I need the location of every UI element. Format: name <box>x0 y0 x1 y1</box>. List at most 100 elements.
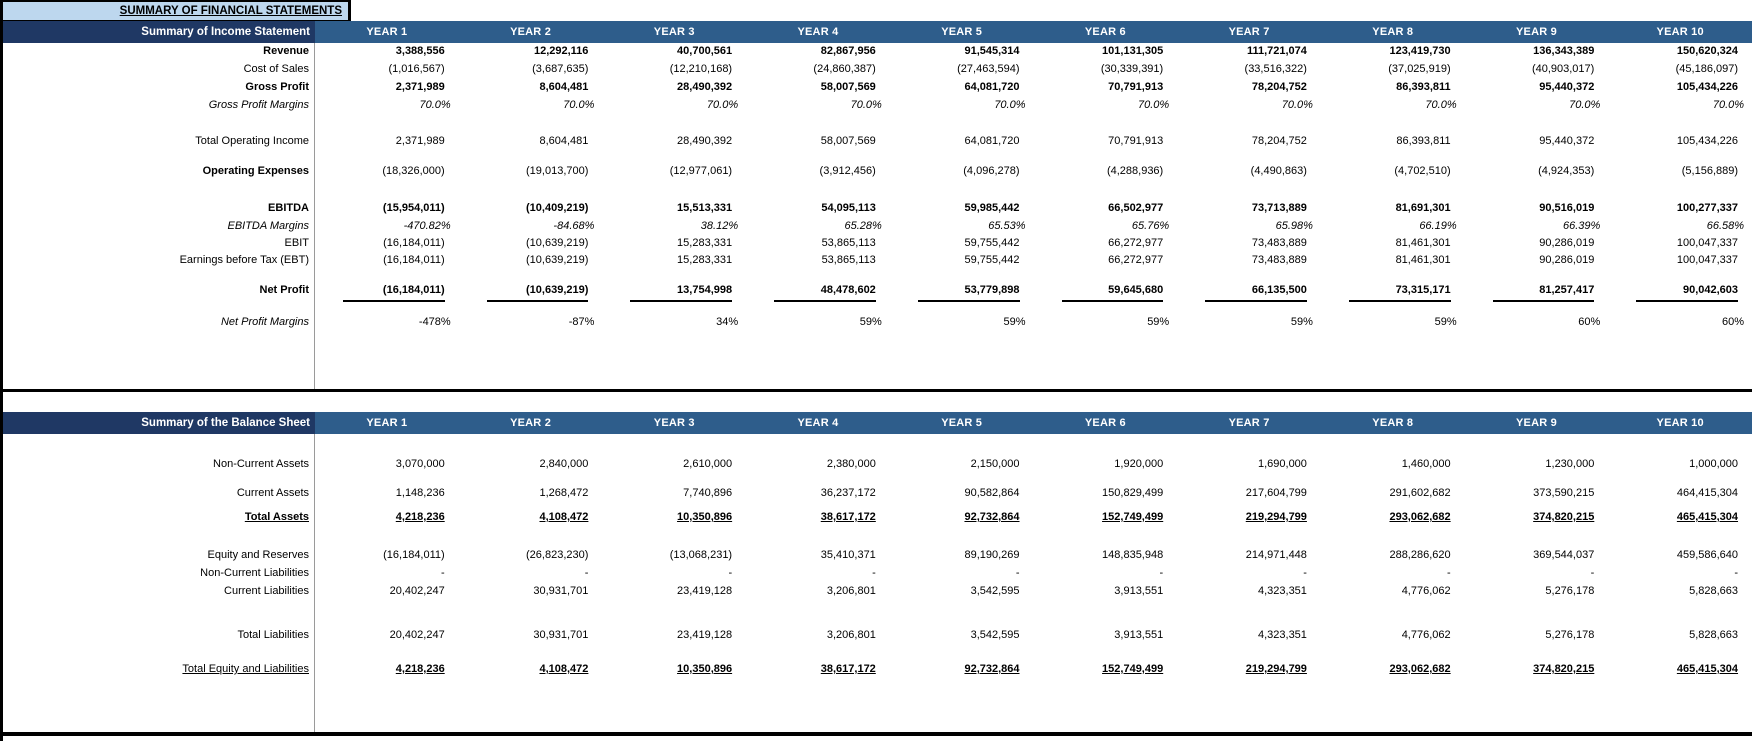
value-cell[interactable]: 81,461,301 <box>1321 252 1465 270</box>
row-label[interactable]: EBITDA <box>3 200 315 218</box>
value-cell[interactable]: 70.0% <box>890 97 1034 117</box>
value-cell[interactable]: 20,402,247 <box>315 583 459 601</box>
value-cell[interactable]: 90,582,864 <box>890 485 1034 503</box>
value-cell[interactable]: 65.28% <box>746 218 890 235</box>
value-cell[interactable]: 81,691,301 <box>1321 200 1465 218</box>
value-cell[interactable]: 36,237,172 <box>746 485 890 503</box>
value-cell[interactable]: 38,617,172 <box>746 509 890 528</box>
row-label[interactable]: Revenue <box>3 43 315 61</box>
value-cell[interactable]: 70.0% <box>1034 97 1178 117</box>
value-cell[interactable]: 105,434,226 <box>1608 79 1752 97</box>
value-cell[interactable]: 90,286,019 <box>1465 235 1609 252</box>
value-cell[interactable]: 4,323,351 <box>1177 583 1321 601</box>
value-cell[interactable]: 65.98% <box>1177 218 1321 235</box>
value-cell[interactable]: 5,276,178 <box>1465 627 1609 645</box>
value-cell[interactable]: 53,779,898 <box>890 282 1034 302</box>
value-cell[interactable]: 4,323,351 <box>1177 627 1321 645</box>
value-cell[interactable]: 59,645,680 <box>1034 282 1178 302</box>
year-column-header[interactable]: YEAR 5 <box>889 21 1034 43</box>
value-cell[interactable]: (5,156,889) <box>1608 163 1752 181</box>
value-cell[interactable]: (10,639,219) <box>459 252 603 270</box>
value-cell[interactable]: 217,604,799 <box>1177 485 1321 503</box>
value-cell[interactable]: 5,276,178 <box>1465 583 1609 601</box>
value-cell[interactable]: 70.0% <box>1321 97 1465 117</box>
sheet-title-cell[interactable]: SUMMARY OF FINANCIAL STATEMENTS <box>3 0 351 21</box>
value-cell[interactable]: 81,257,417 <box>1465 282 1609 302</box>
value-cell[interactable]: (3,912,456) <box>746 163 890 181</box>
value-cell[interactable]: 3,070,000 <box>315 456 459 474</box>
value-cell[interactable]: 4,776,062 <box>1321 627 1465 645</box>
value-cell[interactable]: 38.12% <box>602 218 746 235</box>
value-cell[interactable]: 82,867,956 <box>746 43 890 61</box>
value-cell[interactable]: 73,713,889 <box>1177 200 1321 218</box>
value-cell[interactable]: (26,823,230) <box>459 547 603 565</box>
value-cell[interactable]: 59% <box>1034 314 1178 332</box>
value-cell[interactable]: 4,108,472 <box>459 509 603 528</box>
value-cell[interactable]: (19,013,700) <box>459 163 603 181</box>
value-cell[interactable]: 70.0% <box>746 97 890 117</box>
value-cell[interactable]: 58,007,569 <box>746 133 890 151</box>
year-column-header[interactable]: YEAR 7 <box>1177 412 1321 434</box>
value-cell[interactable]: - <box>602 565 746 583</box>
value-cell[interactable]: 59% <box>890 314 1034 332</box>
value-cell[interactable]: 86,393,811 <box>1321 79 1465 97</box>
value-cell[interactable]: (16,184,011) <box>315 547 459 565</box>
value-cell[interactable]: (4,924,353) <box>1465 163 1609 181</box>
value-cell[interactable]: -84.68% <box>459 218 603 235</box>
value-cell[interactable]: 12,292,116 <box>459 43 603 61</box>
value-cell[interactable]: 30,931,701 <box>459 583 603 601</box>
row-label[interactable]: Net Profit <box>3 282 315 301</box>
year-column-header[interactable]: YEAR 2 <box>458 21 603 43</box>
value-cell[interactable]: 3,542,595 <box>890 627 1034 645</box>
year-column-header[interactable]: YEAR 6 <box>1033 21 1178 43</box>
value-cell[interactable]: 374,820,215 <box>1465 661 1609 680</box>
value-cell[interactable]: - <box>746 565 890 583</box>
value-cell[interactable]: (4,490,863) <box>1177 163 1321 181</box>
value-cell[interactable]: -87% <box>459 314 603 332</box>
value-cell[interactable]: 4,218,236 <box>315 661 459 680</box>
value-cell[interactable]: (4,702,510) <box>1321 163 1465 181</box>
value-cell[interactable]: 288,286,620 <box>1321 547 1465 565</box>
value-cell[interactable]: 150,620,324 <box>1608 43 1752 61</box>
value-cell[interactable]: (3,687,635) <box>459 61 603 79</box>
value-cell[interactable]: (10,639,219) <box>459 282 603 302</box>
value-cell[interactable]: 86,393,811 <box>1321 133 1465 151</box>
value-cell[interactable]: 3,388,556 <box>315 43 459 61</box>
value-cell[interactable]: 70.0% <box>1608 97 1752 117</box>
value-cell[interactable]: 66.58% <box>1608 218 1752 235</box>
value-cell[interactable]: 15,513,331 <box>602 200 746 218</box>
value-cell[interactable]: 81,461,301 <box>1321 235 1465 252</box>
value-cell[interactable]: 59,755,442 <box>890 252 1034 270</box>
value-cell[interactable]: 65.53% <box>890 218 1034 235</box>
value-cell[interactable]: 28,490,392 <box>602 133 746 151</box>
row-label[interactable]: Total Operating Income <box>3 133 315 151</box>
value-cell[interactable]: 92,732,864 <box>890 661 1034 680</box>
value-cell[interactable]: - <box>1321 565 1465 583</box>
value-cell[interactable]: 5,828,663 <box>1608 627 1752 645</box>
year-column-header[interactable]: YEAR 1 <box>315 21 459 43</box>
value-cell[interactable]: 100,047,337 <box>1608 235 1752 252</box>
value-cell[interactable]: (40,903,017) <box>1465 61 1609 79</box>
value-cell[interactable]: 66,135,500 <box>1177 282 1321 302</box>
row-label[interactable]: Operating Expenses <box>3 163 315 181</box>
value-cell[interactable]: 70.0% <box>602 97 746 117</box>
value-cell[interactable]: 30,931,701 <box>459 627 603 645</box>
value-cell[interactable]: 38,617,172 <box>746 661 890 680</box>
value-cell[interactable]: - <box>1608 565 1752 583</box>
value-cell[interactable]: 59% <box>1177 314 1321 332</box>
row-label[interactable]: EBIT <box>3 235 315 252</box>
value-cell[interactable]: 23,419,128 <box>602 627 746 645</box>
value-cell[interactable]: 59,755,442 <box>890 235 1034 252</box>
value-cell[interactable]: 101,131,305 <box>1034 43 1178 61</box>
value-cell[interactable]: 111,721,074 <box>1177 43 1321 61</box>
value-cell[interactable]: 91,545,314 <box>890 43 1034 61</box>
value-cell[interactable]: 58,007,569 <box>746 79 890 97</box>
value-cell[interactable]: 73,315,171 <box>1321 282 1465 302</box>
value-cell[interactable]: 78,204,752 <box>1177 133 1321 151</box>
row-label[interactable]: Total Liabilities <box>3 627 315 645</box>
value-cell[interactable]: 2,371,989 <box>315 133 459 151</box>
value-cell[interactable]: (16,184,011) <box>315 252 459 270</box>
year-column-header[interactable]: YEAR 9 <box>1464 21 1609 43</box>
value-cell[interactable]: 66.19% <box>1321 218 1465 235</box>
value-cell[interactable]: 136,343,389 <box>1465 43 1609 61</box>
